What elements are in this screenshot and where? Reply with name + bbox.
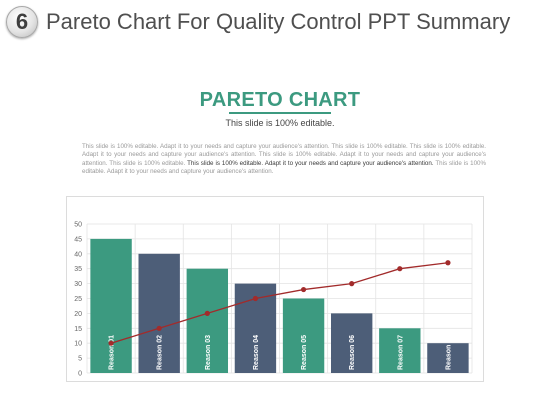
body-text-segment: This slide is 100% editable. Adapt it to… [82,159,486,175]
line-point [349,281,355,287]
category-label: Reason 08 [445,335,452,370]
line-point [204,310,210,316]
slide-title: Pareto Chart For Quality Control PPT Sum… [46,9,511,34]
y-tick-label: 35 [74,266,82,273]
line-point [300,286,307,293]
line-point [252,295,259,302]
slide-number: 6 [15,9,29,34]
y-tick-label: 0 [78,371,82,378]
chart-heading: PARETO CHART [199,89,361,111]
line-point [397,266,403,272]
y-tick-label: 10 [74,341,82,348]
heading-underline [229,112,331,114]
y-tick-label: 40 [74,251,82,258]
body-text-emphasis: This slide is 100% editable. Adapt it to… [187,159,434,167]
category-label: Reason 02 [157,335,164,370]
body-paragraph: This slide is 100% editable. Adapt it to… [82,143,486,176]
slide-number-badge: 6 [6,6,38,38]
category-label: Reason 07 [397,335,404,370]
category-label: Reason 01 [109,335,116,370]
bar [282,298,325,373]
category-label: Reason 05 [301,335,308,370]
line-point [445,260,451,266]
y-tick-label: 30 [74,281,82,288]
bar [427,343,469,373]
y-tick-label: 25 [74,296,82,303]
bar [186,268,229,373]
line-point [156,325,162,331]
bar [330,313,373,373]
y-tick-label: 45 [74,236,82,243]
chart-subheading: This slide is 100% editable. [225,118,335,128]
y-tick-label: 5 [78,356,82,363]
category-label: Reason 06 [349,335,356,370]
cumulative-line [110,262,449,344]
y-tick-label: 50 [74,222,82,229]
line-point [108,340,114,346]
bar [90,238,132,373]
body-text-segment: This slide is 100% editable. Adapt it to… [82,143,486,167]
y-tick-label: 15 [74,326,82,333]
y-tick-label: 20 [74,311,82,318]
bar [379,328,421,373]
category-label: Reason 04 [253,335,260,370]
category-label: Reason 03 [205,335,212,370]
bar [138,253,180,373]
